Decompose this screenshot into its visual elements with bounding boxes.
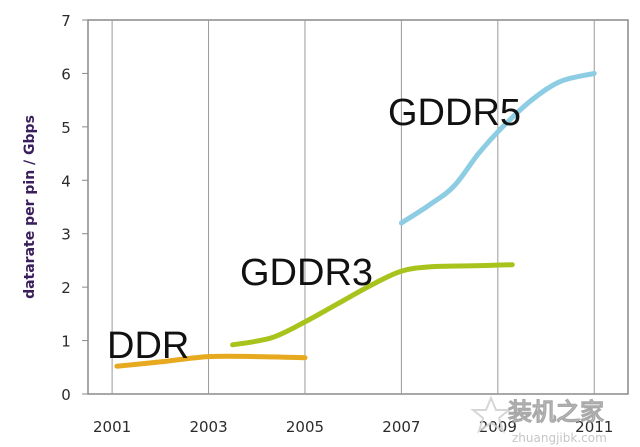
series-label-ddr: DDR bbox=[107, 325, 189, 367]
y-tick-label: 1 bbox=[61, 333, 71, 351]
y-axis-ticks: 0 1 2 3 4 5 6 7 bbox=[61, 12, 88, 404]
y-tick-label: 0 bbox=[61, 386, 71, 404]
x-tick-label: 2007 bbox=[382, 418, 420, 436]
y-tick-label: 4 bbox=[61, 172, 71, 190]
y-tick-label: 5 bbox=[61, 119, 71, 137]
y-tick-label: 7 bbox=[61, 12, 71, 30]
watermark: 装机之家 zhuangjibk.com bbox=[470, 395, 607, 445]
series-label-gddr5: GDDR5 bbox=[388, 92, 521, 134]
x-axis-ticks: 2001 2003 2005 2007 2009 2011 bbox=[93, 418, 613, 436]
plot-area bbox=[87, 19, 629, 395]
x-tick-label: 2003 bbox=[189, 418, 227, 436]
watermark-text: 装机之家 bbox=[508, 398, 604, 426]
x-tick-label: 2005 bbox=[286, 418, 324, 436]
grid-lines bbox=[111, 20, 595, 394]
series-group bbox=[114, 70, 597, 369]
series-line-gddr5 bbox=[398, 70, 597, 226]
star-icon bbox=[470, 395, 512, 434]
series-line-ddr bbox=[114, 353, 308, 369]
y-axis-label: datarate per pin / Gbps bbox=[22, 115, 38, 299]
series-label-gddr3: GDDR3 bbox=[240, 252, 373, 294]
y-tick-label: 6 bbox=[61, 65, 71, 83]
y-tick-label: 3 bbox=[61, 226, 71, 244]
x-tick-label: 2011 bbox=[575, 418, 613, 436]
y-tick-label: 2 bbox=[61, 279, 71, 297]
series-line-gddr3 bbox=[230, 262, 515, 348]
x-tick-label: 2001 bbox=[93, 418, 131, 436]
watermark-url: zhuangjibk.com bbox=[512, 431, 607, 445]
